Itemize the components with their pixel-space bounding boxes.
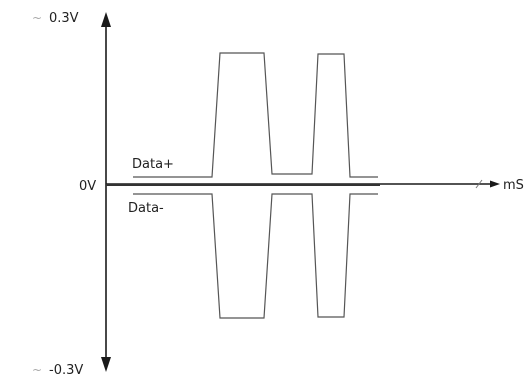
- x-axis-arrow: [490, 180, 500, 188]
- y-min-label: -0.3V: [49, 363, 83, 378]
- zero-label: 0V: [79, 179, 96, 194]
- y-max-label: 0.3V: [49, 11, 79, 26]
- data-minus-waveform: [133, 193, 378, 319]
- axis-break-mark: [475, 179, 483, 189]
- x-unit-label: mS: [503, 178, 524, 193]
- bottom-tilde: ~: [32, 363, 42, 377]
- data-plus-waveform: [133, 52, 378, 178]
- y-axis-up-arrow: [101, 12, 111, 27]
- data-plus-label: Data+: [132, 157, 174, 172]
- top-tilde: ~: [32, 11, 42, 25]
- y-axis-down-arrow: [101, 357, 111, 372]
- data-minus-label: Data-: [128, 201, 164, 216]
